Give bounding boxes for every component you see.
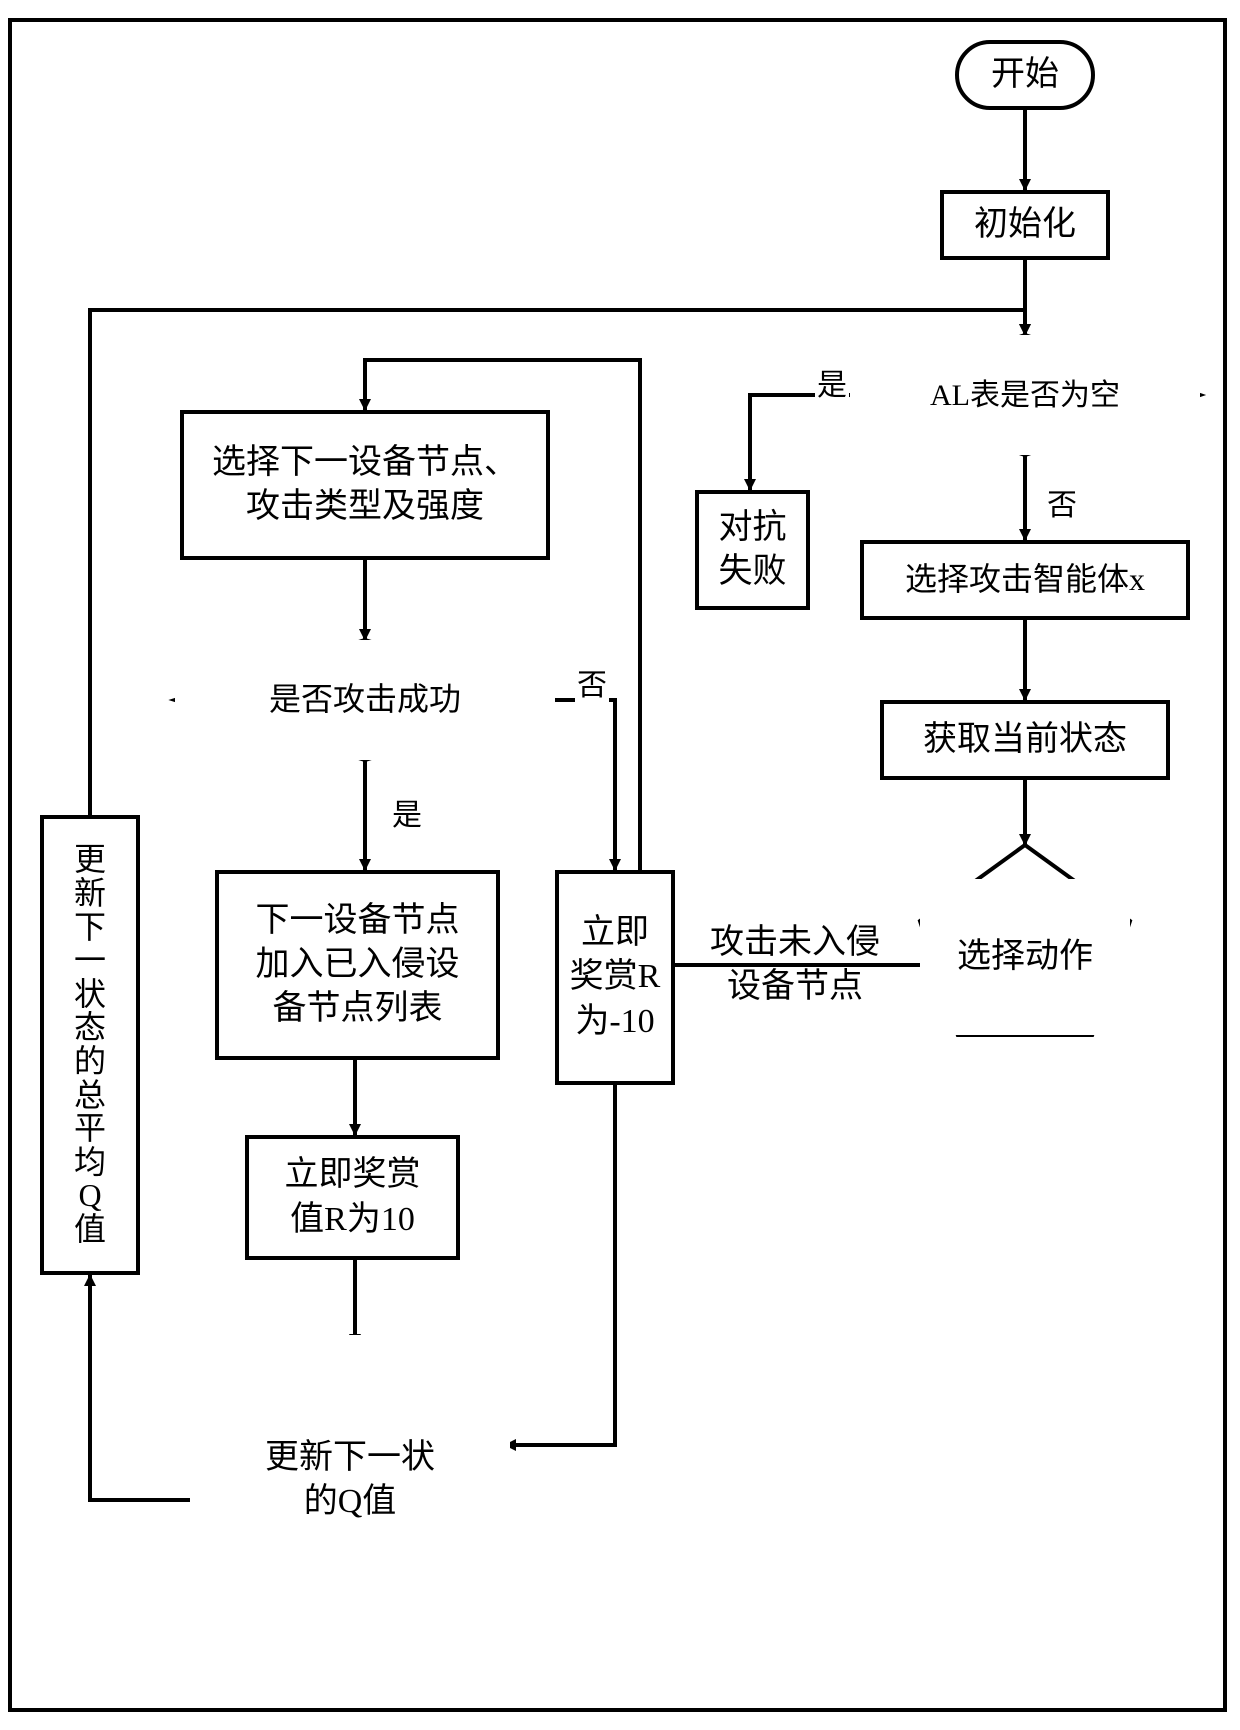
edge-label-al_empty-fail: 是 <box>815 360 849 404</box>
node-attack_ok-text: 是否攻击成功 <box>175 640 555 760</box>
node-label: 立即 奖赏R 为-10 <box>570 911 661 1044</box>
node-al_empty-text: AL表是否为空 <box>850 335 1200 455</box>
node-label: 选择攻击智能体x <box>905 559 1145 601</box>
edge-label-attack_ok-reward_neg: 否 <box>575 660 609 704</box>
node-init: 初始化 <box>940 190 1110 260</box>
node-label: 初始化 <box>974 203 1076 247</box>
node-start: 开始 <box>955 40 1095 110</box>
edge-attack_ok-reward_neg <box>555 700 615 870</box>
node-label: 对抗 失败 <box>719 506 787 594</box>
node-add_list: 下一设备节点 加入已入侵设 备节点列表 <box>215 870 500 1060</box>
node-fail: 对抗 失败 <box>695 490 810 610</box>
edge-al_empty-fail <box>750 395 850 490</box>
node-reward_neg: 立即 奖赏R 为-10 <box>555 870 675 1085</box>
node-get_state: 获取当前状态 <box>880 700 1170 780</box>
node-label: 获取当前状态 <box>923 718 1127 762</box>
node-label: 选择下一设备节点、 攻击类型及强度 <box>212 441 518 529</box>
node-label: 开始 <box>991 53 1059 97</box>
node-action_caption: 攻击未入侵 设备节点 <box>680 920 910 1010</box>
edge-reward_neg-update_q <box>505 1085 615 1445</box>
edge-update_q-update_avg <box>90 1275 195 1500</box>
node-reward_pos: 立即奖赏 值R为10 <box>245 1135 460 1260</box>
node-select_action-text: 选择动作 <box>920 879 1130 1035</box>
node-select_next: 选择下一设备节点、 攻击类型及强度 <box>180 410 550 560</box>
edge-label-al_empty-select_agent: 否 <box>1045 480 1079 524</box>
node-update_q-text: 更新下一状 的Q值 <box>190 1335 510 1625</box>
node-label: 更 新 下 一 状 态 的 总 平 均 Q 值 <box>74 843 106 1246</box>
node-label: 攻击未入侵 设备节点 <box>710 921 880 1009</box>
node-update_avg: 更 新 下 一 状 态 的 总 平 均 Q 值 <box>40 815 140 1275</box>
node-label: 立即奖赏 值R为10 <box>285 1153 421 1241</box>
edge-label-attack_ok-add_list: 是 <box>390 790 424 834</box>
node-label: 下一设备节点 加入已入侵设 备节点列表 <box>256 899 460 1032</box>
node-select_agent: 选择攻击智能体x <box>860 540 1190 620</box>
